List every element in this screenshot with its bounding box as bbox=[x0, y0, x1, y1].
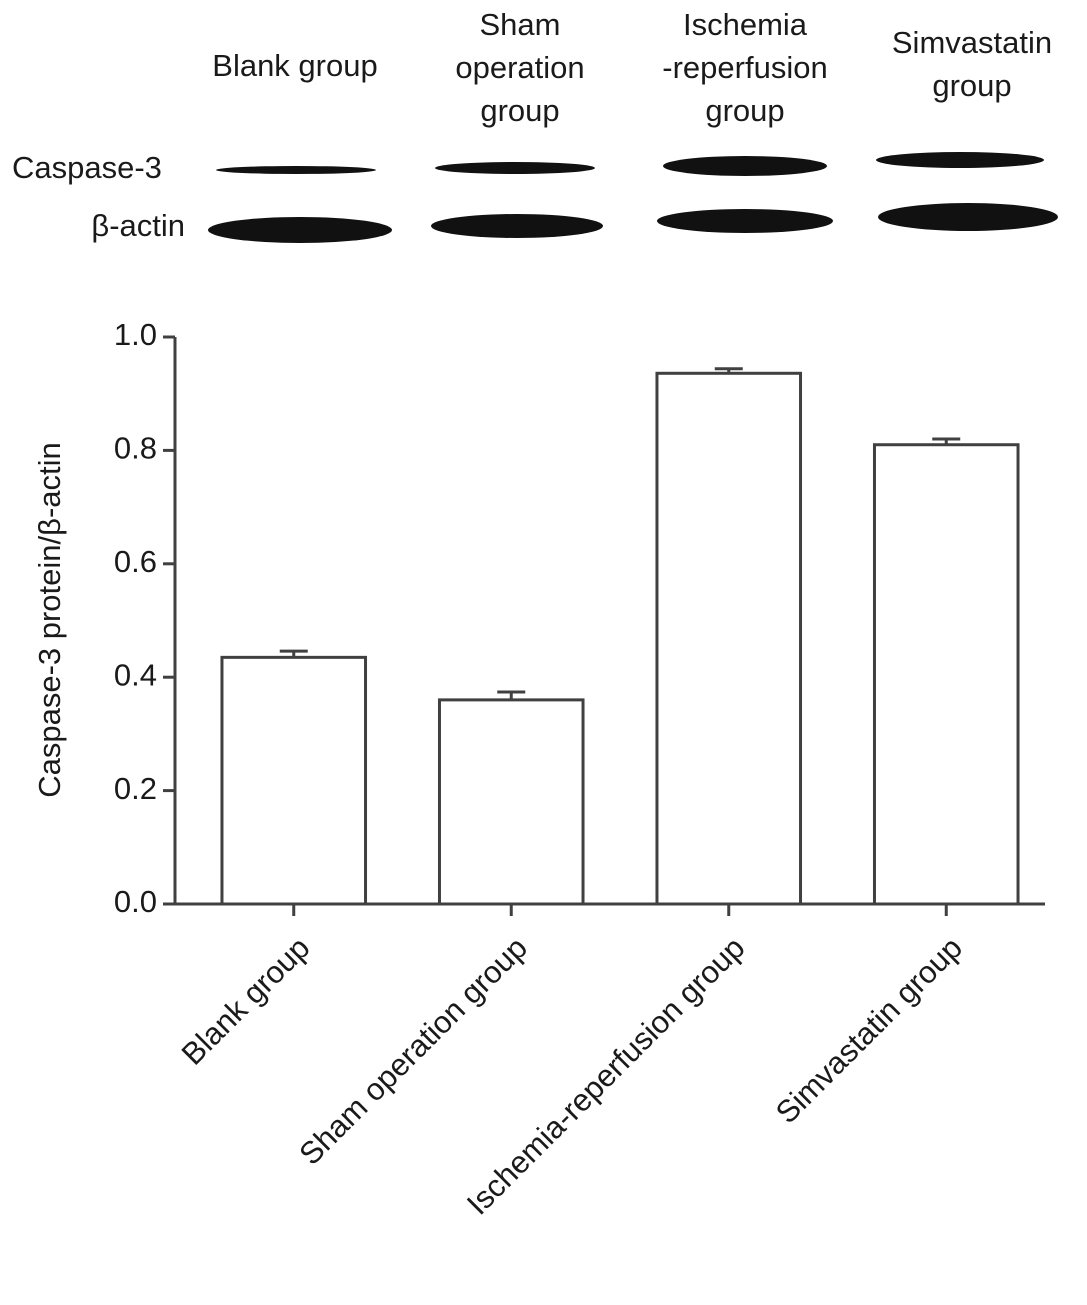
x-tick-label: Blank group bbox=[175, 930, 317, 1072]
bar bbox=[655, 371, 803, 906]
blot-column-label: -reperfusion bbox=[662, 50, 827, 85]
y-tick-label: 0.8 bbox=[114, 431, 157, 466]
blot-column-label: Simvastatin bbox=[892, 25, 1052, 60]
blot-band bbox=[876, 152, 1044, 168]
blot-band bbox=[435, 162, 595, 174]
blot-column-label: Sham bbox=[480, 7, 561, 42]
blot-band bbox=[657, 209, 833, 233]
y-axis-label: Caspase-3 protein/β-actin bbox=[32, 442, 67, 798]
blot-band bbox=[216, 166, 376, 174]
blot-column-label: operation bbox=[455, 50, 584, 85]
blot-row-label: β-actin bbox=[91, 208, 185, 243]
bar bbox=[437, 698, 585, 906]
y-tick-label: 0.2 bbox=[114, 771, 157, 806]
blot-band bbox=[878, 203, 1058, 231]
x-tick-label: Simvastatin group bbox=[769, 930, 969, 1130]
blot-column-label: Blank group bbox=[212, 48, 377, 83]
y-tick-label: 0.4 bbox=[114, 657, 157, 692]
blot-band bbox=[208, 217, 392, 243]
blot-band bbox=[663, 156, 827, 176]
y-tick-label: 0.6 bbox=[114, 544, 157, 579]
blot-column-label: group bbox=[932, 68, 1011, 103]
bar bbox=[872, 443, 1020, 906]
y-tick-label: 1.0 bbox=[114, 317, 157, 352]
blot-column-label: Ischemia bbox=[683, 7, 808, 42]
x-tick-label: Sham operation group bbox=[292, 930, 534, 1172]
blot-row-label: Caspase-3 bbox=[12, 150, 162, 185]
western-blot bbox=[208, 152, 1058, 243]
blot-column-label: group bbox=[480, 93, 559, 128]
blot-column-label: group bbox=[705, 93, 784, 128]
bar bbox=[220, 655, 368, 906]
blot-band bbox=[431, 214, 603, 238]
y-tick-label: 0.0 bbox=[114, 884, 157, 919]
